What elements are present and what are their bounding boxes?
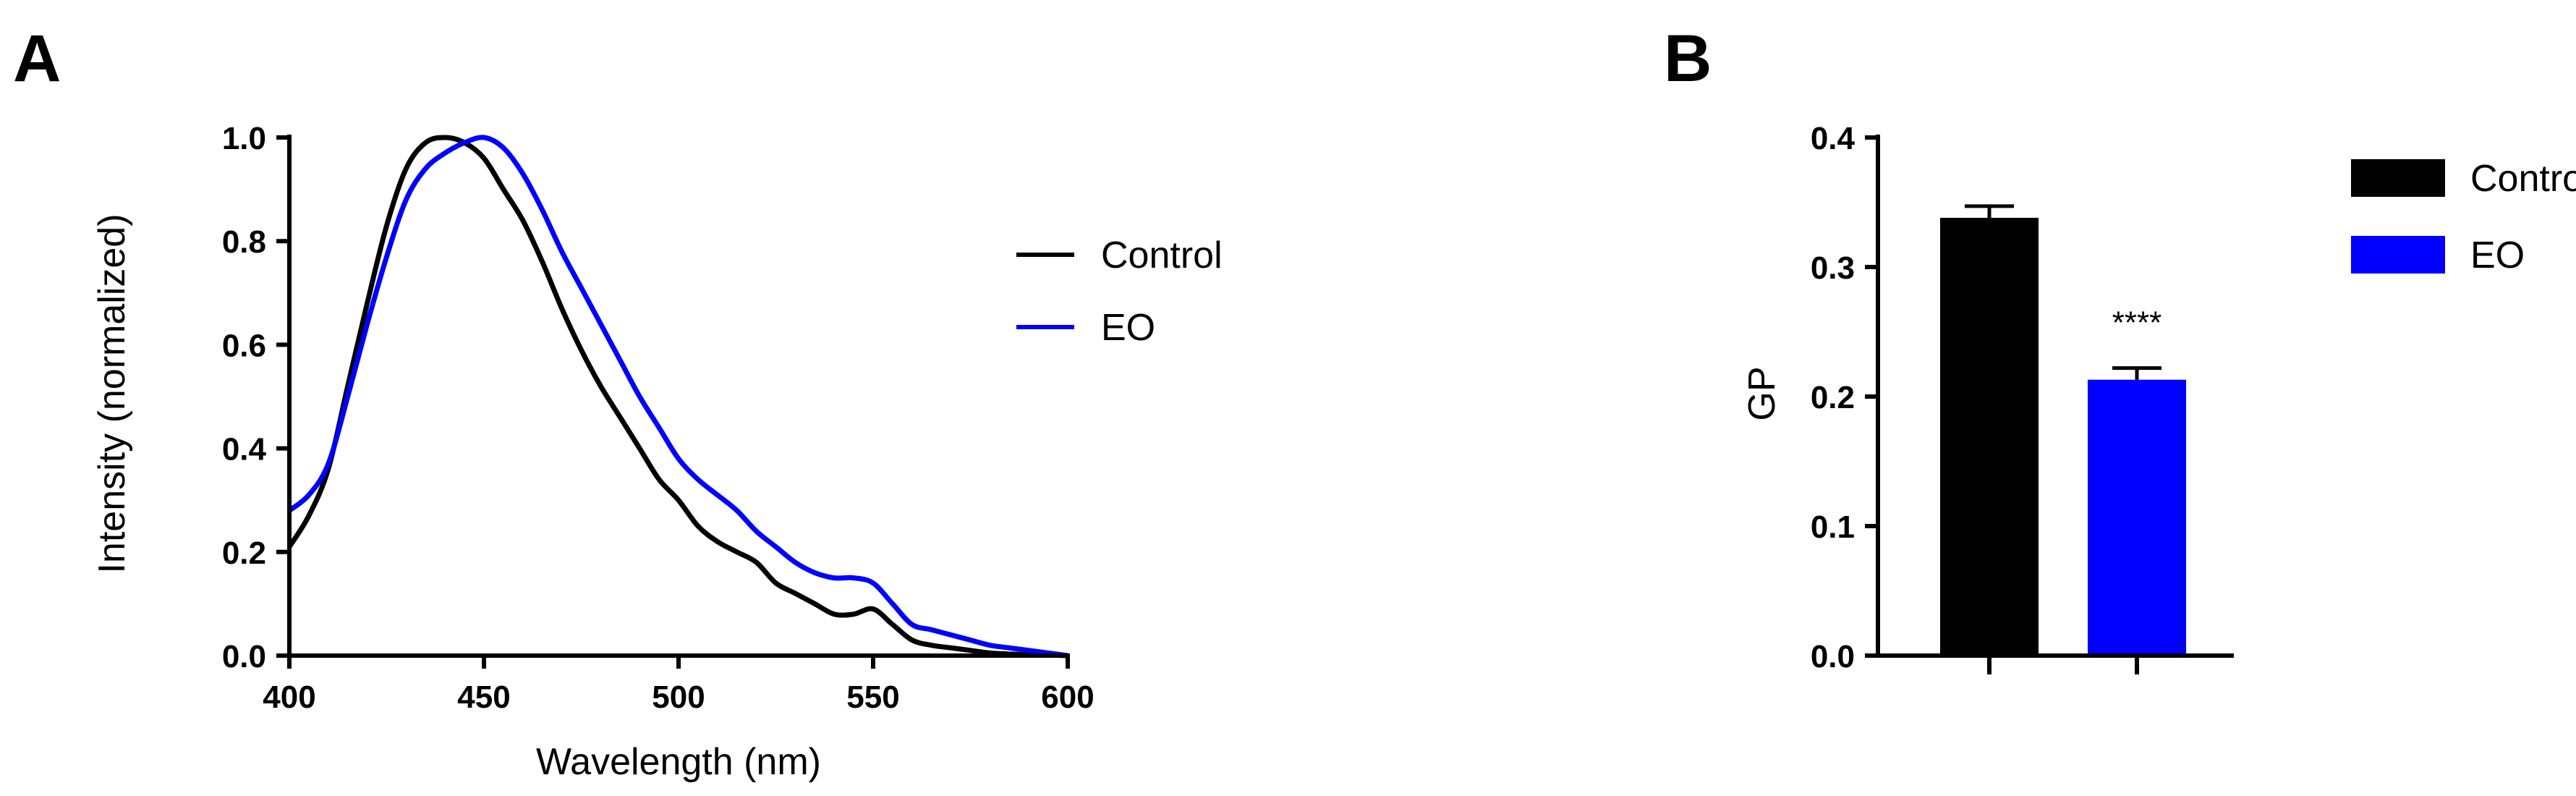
- x-tick-label: 400: [263, 679, 315, 715]
- significance-label: ****: [2112, 305, 2162, 341]
- series-line-control: [287, 135, 1068, 659]
- y-axis-title: Intensity (normalized): [91, 213, 133, 573]
- y-tick-label: 1.0: [222, 121, 266, 156]
- legend: Control EO: [2351, 158, 2576, 276]
- x-tick-label: 550: [846, 679, 899, 715]
- legend-label-control: Control: [1101, 234, 1223, 276]
- y-tick-label: 0.4: [222, 432, 267, 467]
- y-tick-label: 0.3: [1811, 250, 1855, 286]
- legend-swatch-control: [2351, 159, 2445, 197]
- y-tick-label: 0.0: [1811, 639, 1855, 674]
- x-axis-title: Wavelength (nm): [536, 741, 821, 783]
- series-line-eo: [287, 135, 1068, 659]
- line-chart: 0.0 0.2 0.4 0.6 0.8 1.0 400 450 500 550 600 Wavele…: [91, 121, 1223, 783]
- legend-label-eo: EO: [1101, 307, 1155, 349]
- y-tick-label: 0.2: [222, 535, 266, 571]
- y-tick-label: 0.0: [222, 639, 266, 674]
- plot-area: 0.0 0.2 0.4 0.6 0.8 1.0 400 450 500 550 600: [222, 121, 1094, 715]
- y-tick-label: 0.1: [1811, 509, 1855, 545]
- bar-control: [1940, 217, 2039, 656]
- y-tick-label: 0.8: [222, 224, 266, 260]
- bar-eo: [2088, 379, 2186, 656]
- panel-b-label: B: [1664, 22, 1712, 96]
- y-tick-label: 0.2: [1811, 380, 1855, 415]
- plot-area: **** 0.0 0.1 0.2 0.3 0.4: [1811, 121, 2234, 674]
- legend-swatch-eo: [2351, 236, 2445, 274]
- x-tick-label: 500: [652, 679, 705, 715]
- y-axis-title: GP: [1741, 366, 1783, 420]
- y-tick-label: 0.4: [1811, 121, 1856, 156]
- legend: Control EO: [1016, 234, 1223, 349]
- x-tick-label: 450: [457, 679, 510, 715]
- x-tick-label: 600: [1041, 679, 1094, 715]
- panel-a-label: A: [13, 22, 61, 96]
- legend-label-control: Control: [2470, 158, 2576, 200]
- legend-label-eo: EO: [2470, 234, 2525, 276]
- bar-chart: **** 0.0 0.1 0.2 0.3 0.4 GP Control EO: [1741, 121, 2576, 674]
- y-tick-label: 0.6: [222, 328, 266, 363]
